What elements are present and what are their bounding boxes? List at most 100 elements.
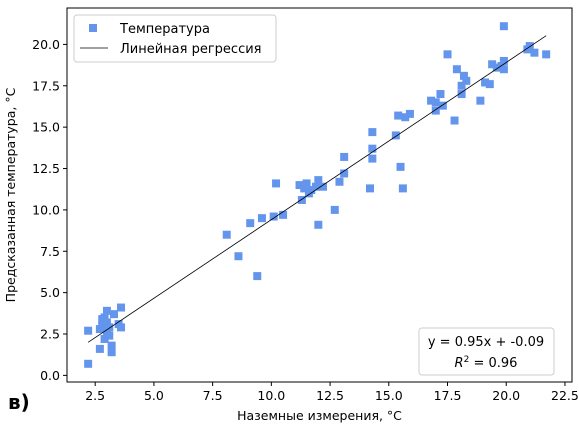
data-point [307, 186, 316, 195]
data-point [401, 113, 410, 122]
data-point [107, 341, 116, 350]
data-point [427, 96, 436, 105]
legend: Температура Линейная регрессия [73, 14, 277, 63]
legend-label-regression: Линейная регрессия [120, 42, 261, 57]
data-point [488, 60, 497, 69]
x-tick-label: 20.0 [492, 388, 520, 403]
data-point [105, 323, 114, 332]
data-point [109, 310, 118, 319]
data-point [436, 90, 445, 99]
x-tick-label: 5.0 [144, 388, 164, 403]
data-point [246, 219, 255, 228]
r-squared-value: R2 = 0.96 [455, 355, 518, 371]
x-tick-label: 10.0 [257, 388, 285, 403]
data-point [366, 184, 374, 193]
data-point [476, 96, 485, 105]
data-point [117, 303, 126, 312]
x-tick-label: 12.5 [316, 388, 344, 403]
data-point [330, 205, 339, 214]
y-tick-label: 7.5 [40, 244, 60, 259]
data-point [368, 144, 377, 153]
data-point [499, 65, 508, 74]
data-point [438, 101, 447, 110]
legend-marker-square [89, 24, 97, 32]
data-point [542, 50, 551, 59]
data-point [481, 78, 490, 87]
data-point [300, 184, 309, 193]
data-point [272, 179, 281, 188]
legend-box [73, 14, 277, 63]
data-point [459, 71, 468, 80]
x-axis-ticks: 2.5 5.0 7.5 10.0 12.5 15.0 17.5 20.0 22.5 [85, 382, 579, 403]
regression-line [87, 35, 547, 343]
data-point [102, 318, 111, 327]
equation-box: y = 0.95x + -0.09 R2 = 0.96 [418, 327, 555, 376]
x-tick-label: 15.0 [375, 388, 403, 403]
data-point [530, 48, 539, 57]
data-point [368, 128, 377, 137]
legend-label-temperature: Температура [119, 22, 210, 37]
data-point [102, 306, 111, 315]
data-point [234, 252, 243, 261]
data-point [84, 359, 93, 368]
y-tick-label: 17.5 [32, 78, 60, 93]
data-point [279, 210, 288, 219]
data-point [314, 220, 323, 229]
data-point [335, 177, 344, 186]
data-point [100, 334, 109, 343]
y-tick-label: 5.0 [40, 285, 60, 300]
data-point [396, 162, 405, 171]
data-point [525, 42, 534, 51]
y-tick-label: 20.0 [32, 37, 60, 52]
data-point [302, 179, 311, 188]
r-squared-exponent: 2 [464, 355, 470, 365]
data-point [319, 182, 328, 191]
data-point [340, 152, 349, 161]
data-point [297, 195, 306, 204]
r-squared-number: = 0.96 [469, 356, 517, 371]
x-tick-label: 17.5 [434, 388, 462, 403]
data-points [84, 22, 551, 368]
plot-area-frame [66, 7, 573, 383]
data-point [311, 182, 320, 191]
regression-line-layer [87, 35, 547, 343]
y-axis-label: Предсказанная температура, °C [3, 87, 18, 302]
data-point [257, 214, 266, 223]
data-point [462, 76, 471, 85]
data-point [84, 326, 93, 335]
data-point [100, 313, 109, 322]
data-point [431, 98, 440, 107]
data-point [107, 348, 116, 357]
data-point [340, 169, 349, 178]
data-point [269, 212, 278, 221]
data-point [485, 80, 494, 89]
data-point [105, 331, 114, 340]
y-axis-ticks: 0.0 2.5 5.0 7.5 10.0 12.5 15.0 17.5 20.0 [32, 37, 67, 383]
data-point [295, 181, 304, 190]
data-point [457, 90, 466, 99]
data-point [452, 65, 461, 74]
x-tick-label: 7.5 [203, 388, 223, 403]
y-tick-label: 15.0 [32, 120, 60, 135]
data-point [457, 81, 466, 90]
data-point [368, 154, 377, 163]
regression-equation: y = 0.95x + -0.09 [428, 335, 544, 350]
data-point [391, 131, 400, 140]
x-tick-label: 2.5 [85, 388, 105, 403]
y-tick-label: 0.0 [40, 368, 60, 383]
data-point [405, 109, 414, 118]
x-tick-label: 22.5 [551, 388, 579, 403]
data-point [253, 272, 262, 281]
data-point [431, 106, 440, 115]
data-point [98, 321, 107, 330]
data-point [398, 184, 407, 193]
data-point [499, 56, 508, 65]
data-point [95, 344, 104, 353]
x-axis-label: Наземные измерения, °C [237, 408, 402, 423]
data-point [450, 116, 459, 125]
y-tick-label: 10.0 [32, 202, 60, 217]
y-tick-label: 12.5 [32, 161, 60, 176]
y-tick-label: 2.5 [40, 327, 60, 342]
data-point [222, 230, 231, 239]
